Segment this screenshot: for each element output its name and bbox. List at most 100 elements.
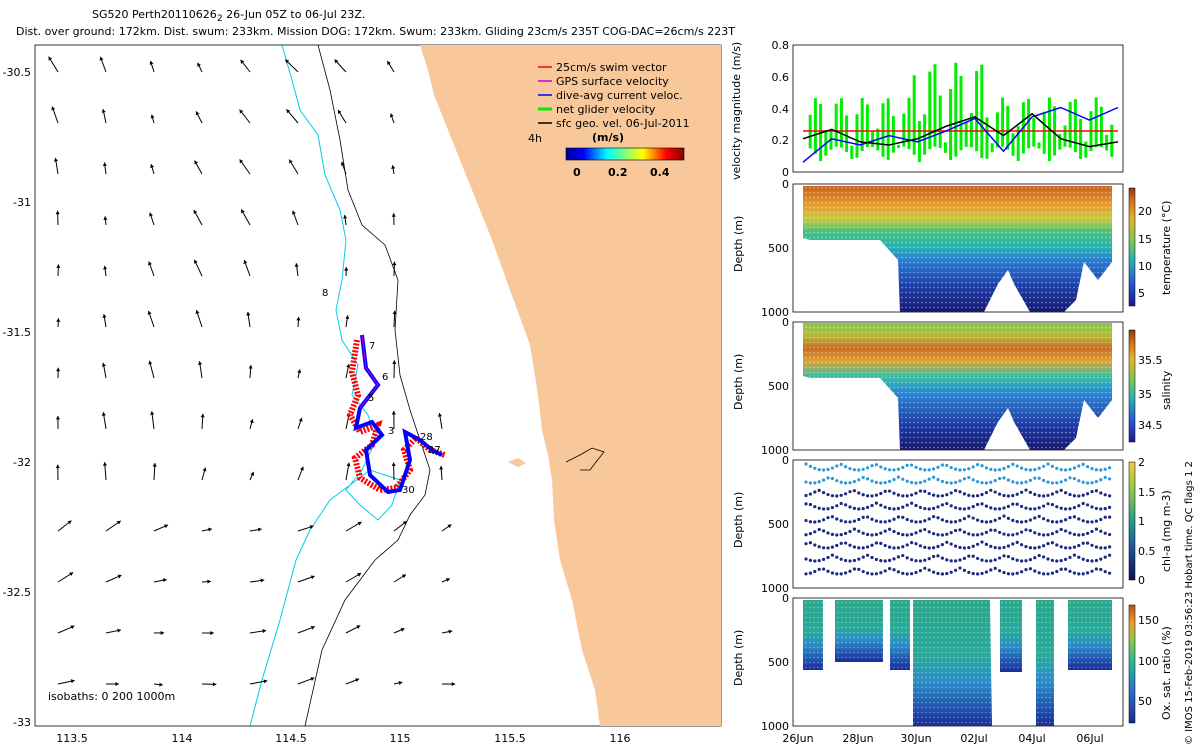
chla-sample <box>835 533 839 537</box>
chla-sample <box>826 476 830 480</box>
flow-arrow <box>193 259 203 277</box>
oxygen-cbar-ticks: 150 100 50 <box>1138 614 1159 708</box>
flow-arrow <box>53 157 59 175</box>
chla-sample <box>945 501 949 506</box>
chla-sample <box>1086 492 1090 496</box>
flow-arrow <box>386 60 395 73</box>
chla-frame <box>792 459 1124 589</box>
chla-sample <box>808 502 813 507</box>
chla-sample <box>962 530 967 534</box>
chla-sample <box>839 493 843 497</box>
flow-arrow <box>340 161 347 175</box>
flow-arrow <box>150 114 155 124</box>
chla-sample <box>1042 494 1046 498</box>
flow-arrow <box>239 109 251 124</box>
chla-sample <box>923 489 927 493</box>
chla-sample <box>998 516 1002 520</box>
chla-sample <box>940 503 945 507</box>
chla-sample <box>993 490 997 494</box>
chla-sample <box>857 529 861 533</box>
chla-sample <box>984 542 989 546</box>
chla-sample <box>813 520 817 524</box>
chla-sample <box>914 520 918 524</box>
day-label-5: 5 <box>368 393 374 404</box>
chla-sample <box>1015 492 1019 496</box>
page-title: SG520 Perth201106262 26-Jun 05Z to 06-Ju… <box>92 8 365 24</box>
chla-sample <box>866 466 870 470</box>
flow-arrow <box>288 159 299 175</box>
chla-sample <box>1024 544 1028 549</box>
chla-sample <box>958 507 962 511</box>
chla-sample <box>830 476 835 481</box>
chla-sample <box>998 546 1002 550</box>
chla-sample <box>1072 545 1076 549</box>
glider-track <box>346 334 446 495</box>
date-tick: 02Jul <box>960 732 987 745</box>
chla-sample <box>808 492 813 496</box>
gps-track <box>359 334 379 409</box>
lon-tick: 113.5 <box>56 732 88 745</box>
chla-sample <box>1090 543 1094 547</box>
chla-sample <box>1024 467 1028 472</box>
chla-sample <box>945 532 949 536</box>
chla-sample <box>993 546 997 550</box>
chla-sample <box>1090 466 1094 471</box>
chla-sample <box>927 507 931 511</box>
chla-sample <box>989 480 993 484</box>
chla-sample <box>804 462 808 466</box>
chla-sample <box>932 467 936 471</box>
chla-sample <box>901 553 905 558</box>
map-panel: 8 7 6 5 3 28 27 30 isobaths: 0 200 1000m… <box>3 44 722 745</box>
chla-sample <box>949 559 953 563</box>
speed-colorbar <box>565 147 685 161</box>
chla-sample <box>1006 554 1011 559</box>
flow-arrow <box>392 261 397 277</box>
chla-sample <box>918 480 923 485</box>
chla-sample <box>883 529 887 533</box>
flow-arrow <box>441 682 456 687</box>
chla-sample <box>1015 464 1019 468</box>
legend-geo-label: sfc geo. vel. 06-Jul-2011 <box>556 117 690 130</box>
chla-sample <box>1055 559 1059 563</box>
chla-sample <box>896 546 901 550</box>
chla-sample <box>1002 466 1006 471</box>
chla-sample <box>888 567 892 571</box>
chla-sample <box>998 468 1002 472</box>
chla-sample <box>896 475 901 479</box>
chla-sample <box>839 541 843 545</box>
flow-arrow <box>345 363 351 379</box>
lat-tick: -31 <box>13 196 31 209</box>
chla-sample <box>874 519 879 523</box>
chla-sample <box>1033 531 1037 535</box>
chla-sample <box>1020 570 1024 574</box>
chla-sample <box>936 477 940 482</box>
chla-sample <box>883 489 887 493</box>
flow-arrow <box>201 579 211 584</box>
chla-sample <box>949 481 953 485</box>
chla-sample <box>1059 519 1063 523</box>
chla-sample <box>940 463 945 467</box>
chla-sample <box>1033 467 1037 472</box>
chla-sample <box>927 546 931 550</box>
chla-sample <box>1103 546 1107 550</box>
chla-sample <box>914 481 918 485</box>
chla-sample <box>967 570 971 574</box>
chla-sample <box>830 553 835 557</box>
chla-sample <box>1072 494 1076 498</box>
chla-sample <box>949 531 953 535</box>
flow-arrow <box>240 59 251 73</box>
chla-sample <box>817 480 821 484</box>
chla-sample <box>958 545 962 550</box>
flow-arrow <box>153 682 163 687</box>
chla-sample <box>1090 569 1094 573</box>
chla-sample <box>967 514 971 518</box>
chla-sample <box>927 517 931 521</box>
temp-cbar-tick: 5 <box>1138 287 1145 300</box>
chla-sample <box>808 532 813 536</box>
flow-arrow <box>391 165 396 175</box>
chla-sample <box>1055 569 1059 574</box>
chla-sample <box>817 567 821 571</box>
flow-arrow <box>393 574 407 583</box>
flow-arrow <box>240 209 251 226</box>
chla-sample <box>1081 557 1085 561</box>
